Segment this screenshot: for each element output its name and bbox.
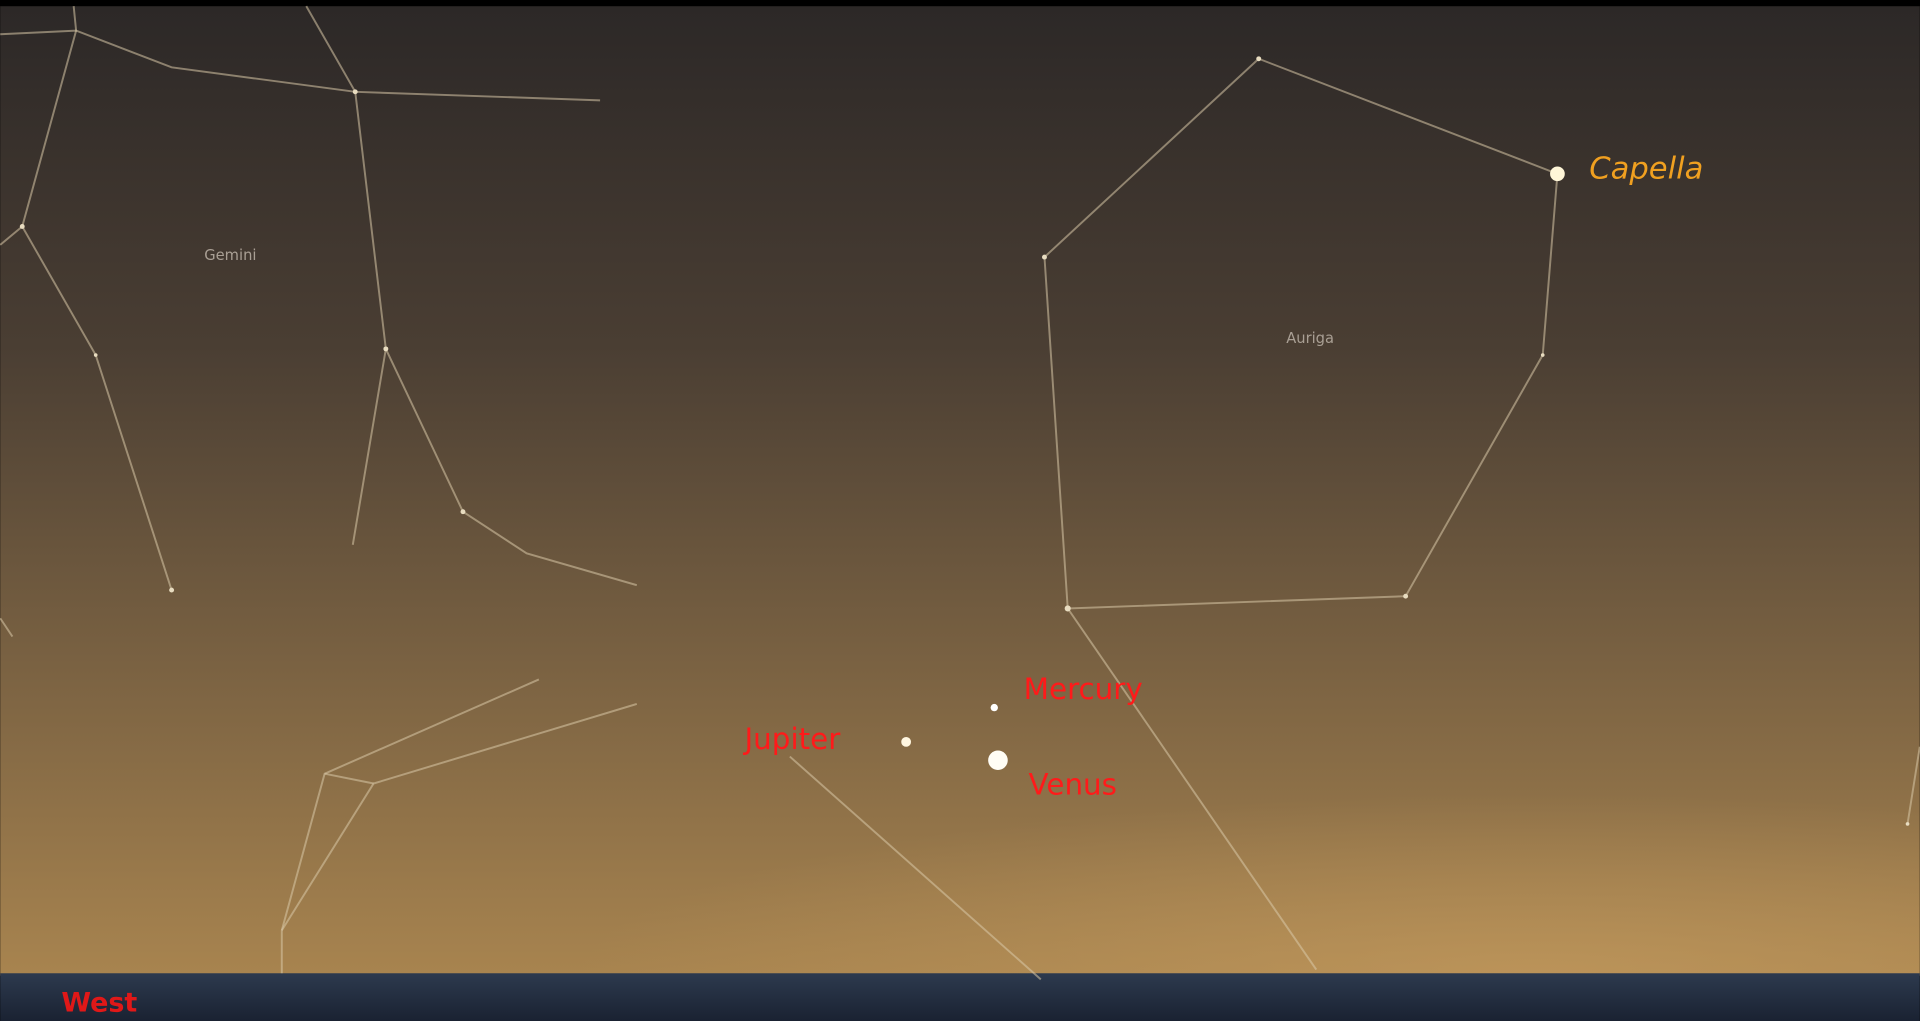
star-label: Capella [1589, 152, 1703, 187]
direction-label: West [61, 987, 137, 1018]
constellation-label: Gemini [204, 247, 256, 264]
star [1403, 594, 1408, 599]
planet-label: Jupiter [743, 722, 842, 756]
star [1042, 255, 1047, 260]
star [1541, 353, 1545, 357]
star [1256, 56, 1261, 61]
star [20, 224, 25, 229]
capella-star [1550, 166, 1565, 181]
jupiter-dot [901, 737, 911, 747]
constellation-label: Auriga [1286, 330, 1334, 347]
venus-dot [988, 750, 1008, 770]
star [169, 588, 174, 593]
star [1906, 822, 1910, 826]
page: Gemini Auriga Capella Mercury Jupiter Ve… [0, 0, 1920, 1021]
mercury-dot [991, 704, 998, 711]
horizon [0, 973, 1920, 1021]
star [353, 89, 358, 94]
star [461, 509, 466, 514]
sky-view: Gemini Auriga Capella Mercury Jupiter Ve… [0, 0, 1920, 1021]
planet-label: Mercury [1024, 672, 1143, 706]
star [383, 346, 388, 351]
star [94, 353, 98, 357]
top-bar [0, 0, 1920, 6]
planet-label: Venus [1029, 767, 1117, 801]
star [1065, 605, 1071, 611]
